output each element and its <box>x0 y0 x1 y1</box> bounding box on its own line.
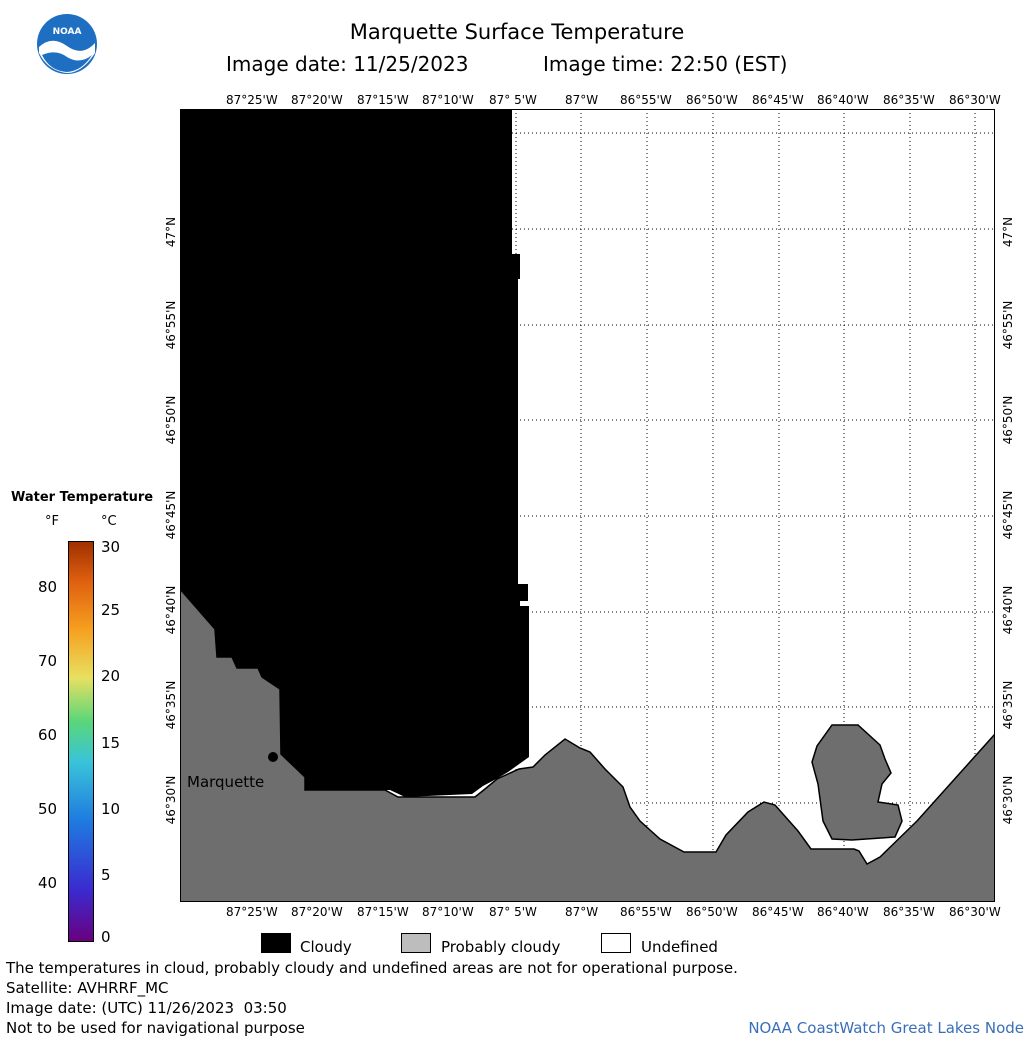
lat-label: 46°30'N <box>1001 775 1015 825</box>
lon-label: 87° 5'W <box>489 93 537 107</box>
lat-label: 46°45'N <box>1001 490 1015 540</box>
c-tick: 30 <box>101 538 121 556</box>
c-tick: 15 <box>101 734 121 752</box>
footer-credit: NOAA CoastWatch Great Lakes Node <box>748 1019 1024 1037</box>
cloudy-area <box>180 109 529 797</box>
image-time-label: Image time: 22:50 (EST) <box>543 52 788 76</box>
c-tick: 20 <box>101 667 121 685</box>
map-title: Marquette Surface Temperature <box>349 20 685 44</box>
legend-swatch-undefined <box>601 933 631 953</box>
lon-label: 87°20'W <box>291 93 343 107</box>
city-label-marquette: Marquette <box>187 773 265 791</box>
lat-label: 46°40'N <box>164 585 178 635</box>
lon-label: 86°35'W <box>883 905 935 919</box>
logo-text: NOAA <box>53 27 82 37</box>
lon-label: 87° 5'W <box>489 905 537 919</box>
lat-label: 47°N <box>1001 216 1015 248</box>
legend-label-probably-cloudy: Probably cloudy <box>441 938 561 956</box>
footer-nav-warning: Not to be used for navigational purpose <box>6 1019 305 1037</box>
probably-cloudy-area <box>179 587 996 903</box>
lon-label: 86°55'W <box>620 93 672 107</box>
noaa-logo: NOAA <box>36 13 98 75</box>
colorbar-unit-f: °F <box>45 514 59 529</box>
legend-label-cloudy: Cloudy <box>300 938 352 956</box>
lon-label: 87°25'W <box>226 93 278 107</box>
lon-label: 86°45'W <box>752 93 804 107</box>
lon-label: 86°50'W <box>686 905 738 919</box>
lon-label: 87°W <box>565 905 599 919</box>
lon-label: 87°W <box>565 93 599 107</box>
lon-label: 86°30'W <box>949 93 1001 107</box>
c-tick: 25 <box>101 601 121 619</box>
marquette-dot <box>268 752 278 762</box>
lon-label: 86°50'W <box>686 93 738 107</box>
lat-label: 47°N <box>164 216 178 248</box>
lon-label: 87°20'W <box>291 905 343 919</box>
probably-cloudy-island <box>811 724 903 841</box>
lon-label: 87°15'W <box>357 905 409 919</box>
f-tick: 70 <box>38 652 58 670</box>
lon-label: 86°35'W <box>883 93 935 107</box>
colorbar-title: Water Temperature <box>11 490 154 505</box>
lon-label: 87°10'W <box>422 93 474 107</box>
lon-label: 86°40'W <box>817 93 869 107</box>
legend-swatch-probably-cloudy <box>401 933 431 953</box>
lat-label: 46°35'N <box>1001 680 1015 730</box>
f-tick: 50 <box>38 800 58 818</box>
colorbar-unit-c: °C <box>101 514 117 529</box>
c-tick: 5 <box>101 866 111 884</box>
f-tick: 80 <box>38 578 58 596</box>
lat-label: 46°55'N <box>164 300 178 350</box>
c-tick: 10 <box>101 800 121 818</box>
f-tick: 60 <box>38 726 58 744</box>
lat-label: 46°45'N <box>164 490 178 540</box>
legend-swatch-cloudy <box>261 933 291 953</box>
lat-label: 46°50'N <box>164 395 178 445</box>
lon-label: 86°40'W <box>817 905 869 919</box>
lat-label: 46°55'N <box>1001 300 1015 350</box>
lat-label: 46°40'N <box>1001 585 1015 635</box>
lon-label: 86°55'W <box>620 905 672 919</box>
lon-label: 87°15'W <box>357 93 409 107</box>
lat-label: 46°35'N <box>164 680 178 730</box>
lat-label: 46°30'N <box>164 775 178 825</box>
image-date-label: Image date: 11/25/2023 <box>226 52 469 76</box>
footer-note: The temperatures in cloud, probably clou… <box>6 959 738 977</box>
c-tick: 0 <box>101 928 111 946</box>
footer-utc-date: Image date: (UTC) 11/26/2023 03:50 <box>6 999 287 1017</box>
footer-satellite: Satellite: AVHRRF_MC <box>6 979 169 997</box>
lat-label: 46°50'N <box>1001 395 1015 445</box>
f-tick: 40 <box>38 874 58 892</box>
lon-label: 86°45'W <box>752 905 804 919</box>
legend-label-undefined: Undefined <box>641 938 718 956</box>
lon-label: 86°30'W <box>949 905 1001 919</box>
colorbar <box>68 541 94 942</box>
map-panel <box>179 109 996 903</box>
map-canvas <box>179 109 996 903</box>
lon-label: 87°25'W <box>226 905 278 919</box>
lon-label: 87°10'W <box>422 905 474 919</box>
